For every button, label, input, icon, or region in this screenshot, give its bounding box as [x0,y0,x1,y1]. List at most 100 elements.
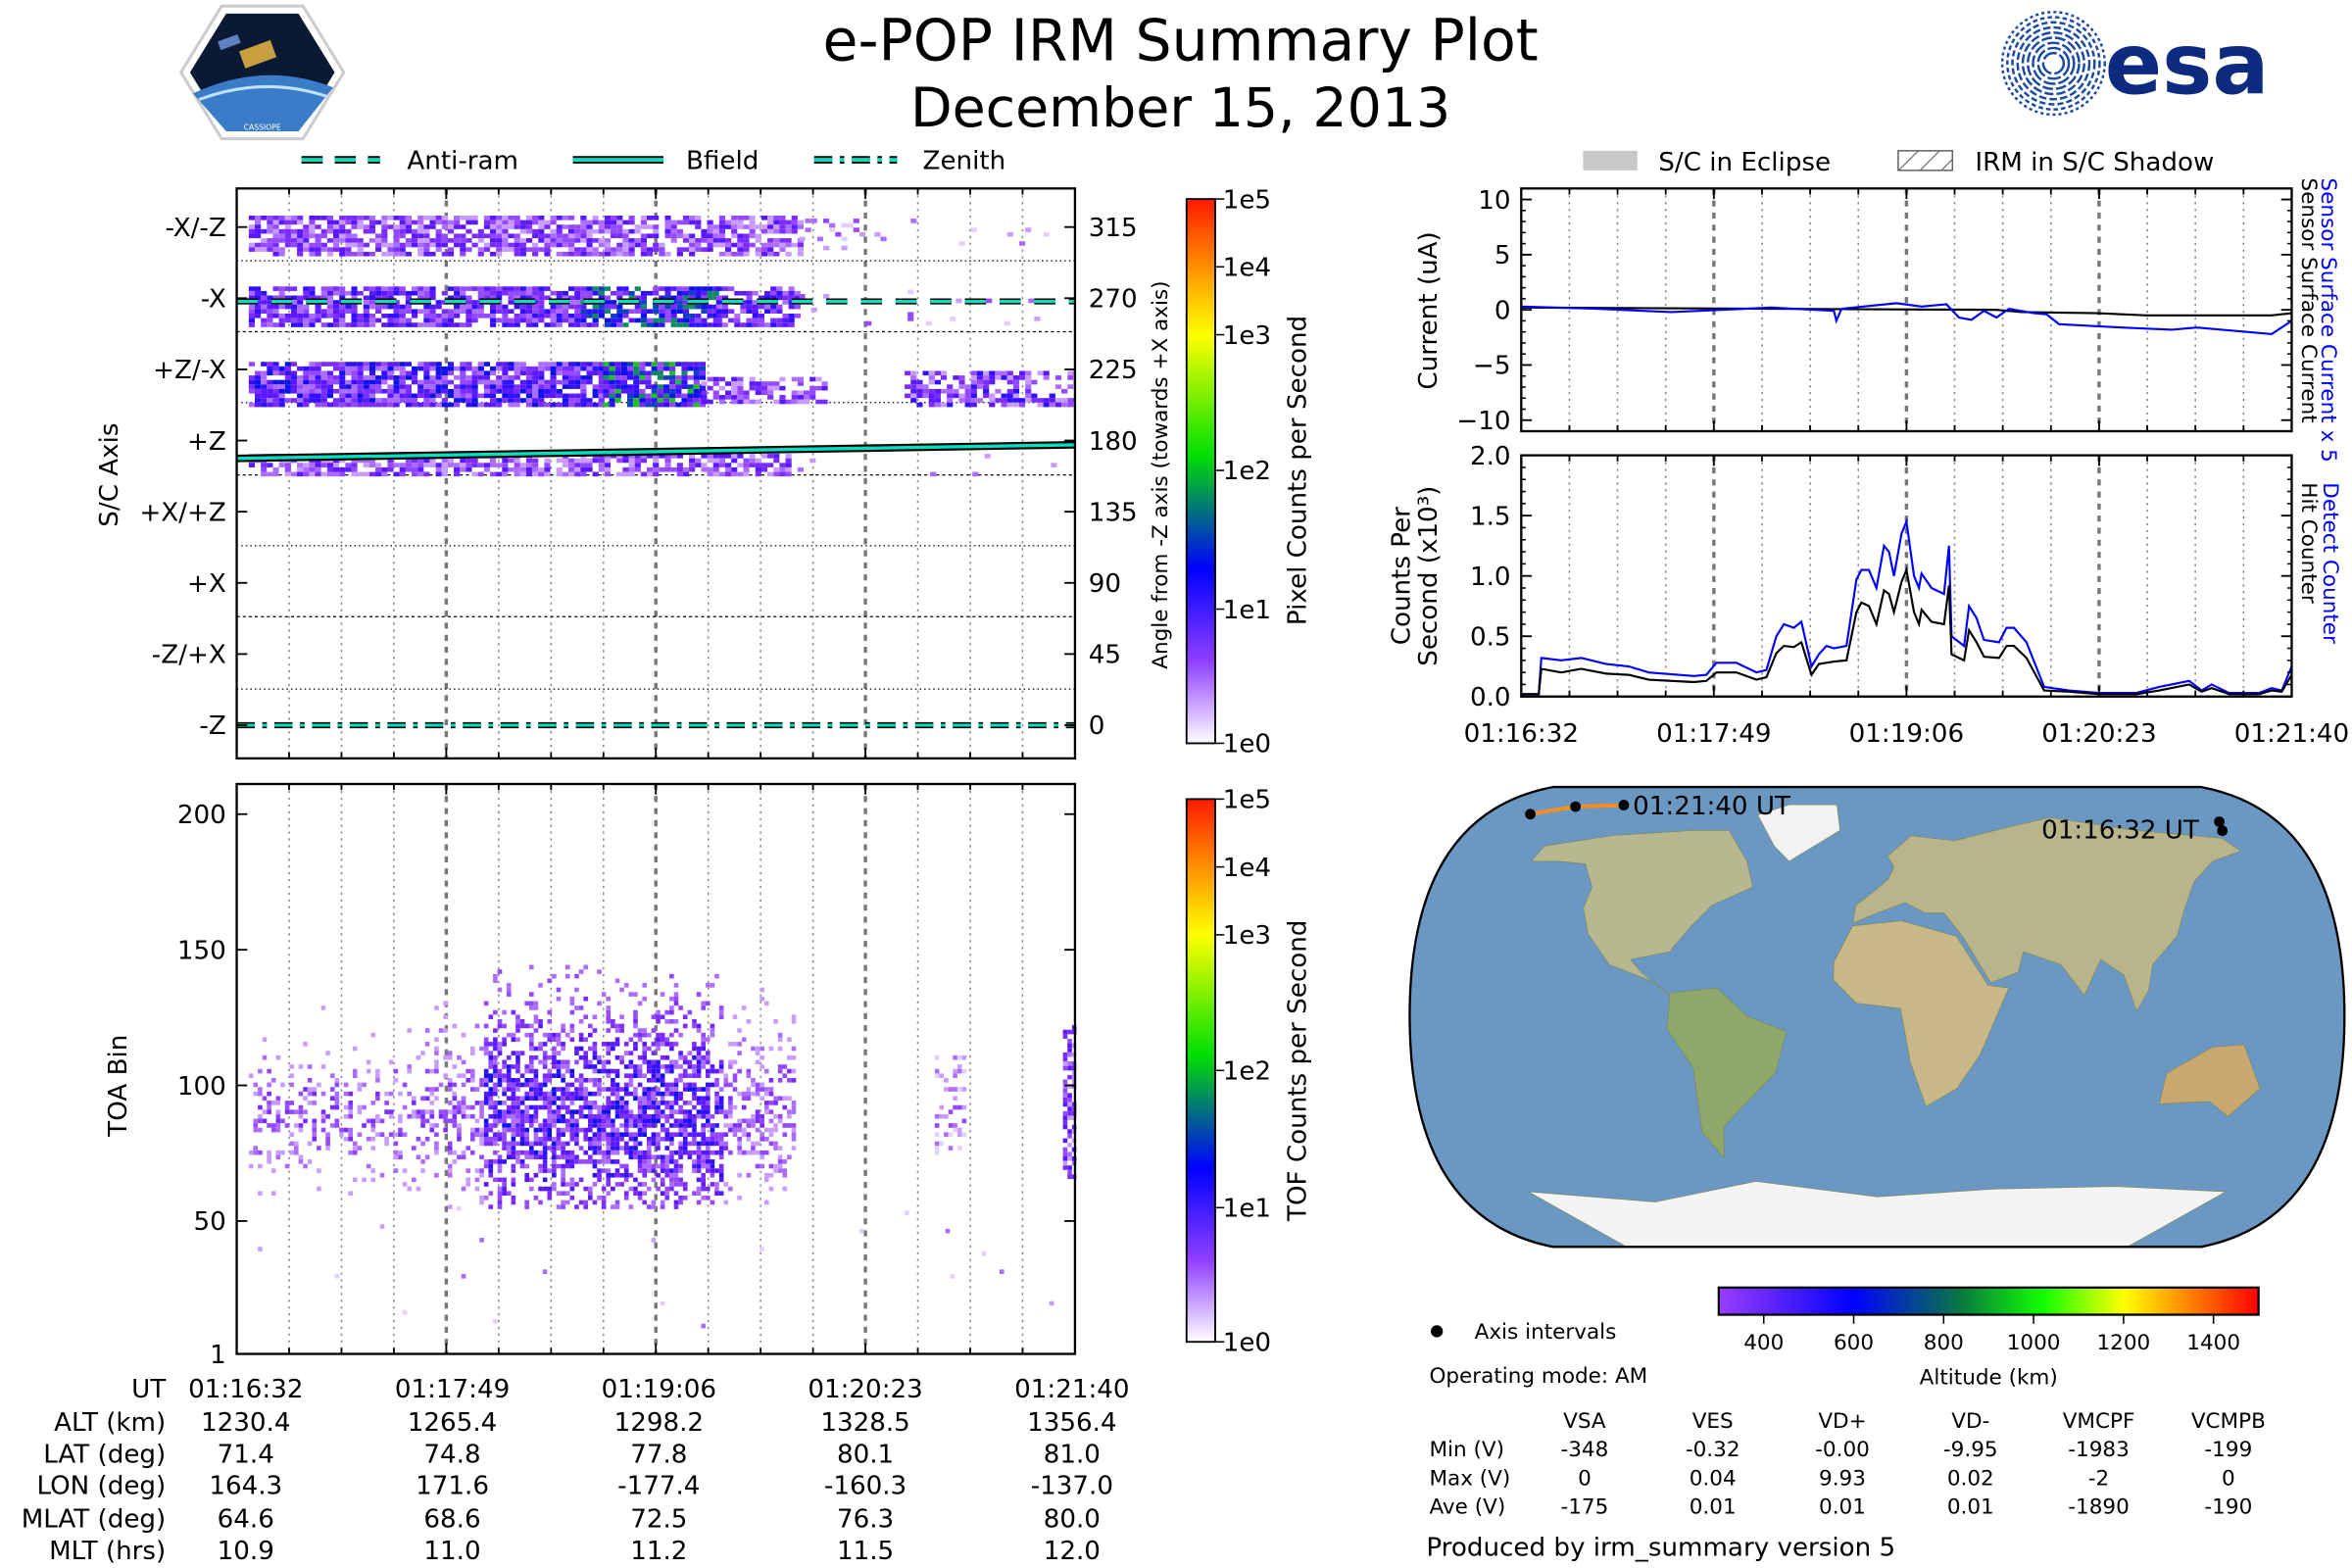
tof-count-cell [564,1104,570,1110]
tof-count-cell [1067,1110,1072,1116]
pixel-count-cell [393,286,400,291]
tof-count-cell [538,1091,543,1097]
pixel-count-cell [447,370,455,376]
tof-count-cell [592,1014,598,1019]
tof-count-cell [678,1109,683,1114]
pixel-count-cell [297,463,304,467]
pixel-count-cell [496,388,503,394]
pixel-count-cell [592,286,599,291]
tof-count-cell [569,1073,575,1078]
pixel-count-cell [538,379,545,385]
pixel-count-cell [681,362,688,367]
pixel-count-cell [682,286,690,291]
pixel-count-cell [699,370,706,376]
tof-count-cell [682,1082,688,1088]
pixel-count-cell [731,395,738,400]
pixel-count-cell [326,370,333,376]
pixel-count-cell [429,242,436,248]
pixel-count-cell [315,304,321,310]
tof-count-cell [1067,1143,1072,1148]
tof-count-cell [692,1091,697,1097]
tof-count-cell [732,1059,738,1065]
pixel-count-cell [805,227,811,232]
tof-count-cell [388,1109,394,1114]
tof-count-cell [547,1132,553,1137]
pixel-count-cell [441,375,448,380]
tof-count-cell [569,1091,575,1097]
pixel-count-cell [785,399,792,405]
tof-count-cell [611,1132,615,1137]
tof-count-cell [723,1073,729,1078]
pixel-count-cell [567,286,575,291]
tof-count-cell [497,1163,503,1169]
pixel-count-cell [562,463,568,467]
pixel-count-cell [423,215,430,220]
tof-count-cell [1062,1102,1068,1107]
pixel-count-cell [284,362,291,367]
pixel-count-cell [423,309,430,314]
pixel-count-cell [770,295,777,301]
tof-count-cell [768,1163,774,1169]
tof-count-cell [1062,1088,1068,1094]
tof-count-cell [424,1087,430,1092]
pixel-count-cell [604,322,612,327]
pixel-count-cell [616,458,623,464]
tof-count-cell [1067,1052,1072,1057]
tof-count-cell [597,1113,602,1119]
pixel-count-cell [363,366,369,371]
tof-count-cell [696,1163,702,1169]
tof-count-cell [950,1273,955,1279]
pixel-count-cell [755,463,761,467]
pixel-count-cell [657,388,663,394]
pixel-count-cell [368,388,376,394]
tof-count-cell [479,1104,484,1110]
tof-count-cell [511,1182,516,1187]
tof-count-cell [763,1172,769,1178]
pixel-count-cell [297,471,304,477]
pixel-count-cell [983,375,990,380]
pixel-count-cell [586,366,593,371]
tof-count-cell [597,1132,602,1137]
angle-tick-label: 45 [1089,641,1121,670]
pixel-count-cell [272,466,279,472]
time-tick-label: 01:17:49 [1656,719,1771,749]
tof-count-cell [461,1104,466,1110]
pixel-count-cell [556,322,563,327]
tof-count-cell [443,1028,448,1033]
tof-count-cell [556,1132,562,1137]
pixel-count-cell [502,242,509,248]
tof-count-cell [718,1104,724,1110]
pixel-count-cell [614,362,621,367]
tof-count-cell [791,1054,797,1060]
tof-count-cell [515,1087,520,1092]
pixel-count-cell [538,402,545,408]
tof-count-cell [564,1154,570,1160]
tof-count-cell [488,1104,494,1110]
pixel-count-cell [429,384,436,389]
pixel-count-cell [922,384,929,389]
pixel-count-cell [339,313,346,318]
pixel-count-cell [261,393,268,399]
pixel-count-cell [682,295,690,301]
tof-count-cell [633,1150,638,1155]
pixel-count-cell [687,388,694,394]
tof-count-cell [493,1101,498,1105]
tof-count-cell [642,1159,647,1164]
ephemeris-cell: 80.0 [1044,1504,1101,1534]
pixel-count-cell [743,247,750,252]
tof-count-cell [656,1141,661,1147]
pixel-count-cell [603,384,610,389]
tof-count-cell [502,1191,507,1196]
pixel-count-cell [254,384,262,389]
tof-count-cell [669,1186,674,1192]
tof-count-cell [348,1109,353,1114]
tof-count-cell [325,1141,330,1147]
pixel-count-cell [532,379,539,385]
pixel-count-cell [724,238,732,243]
pixel-count-cell [267,322,273,327]
pixel-count-cell [910,379,917,385]
pixel-count-cell [676,233,683,239]
pixel-count-cell [983,393,990,399]
tof-count-cell [488,1054,494,1060]
tof-count-cell [660,1159,665,1164]
